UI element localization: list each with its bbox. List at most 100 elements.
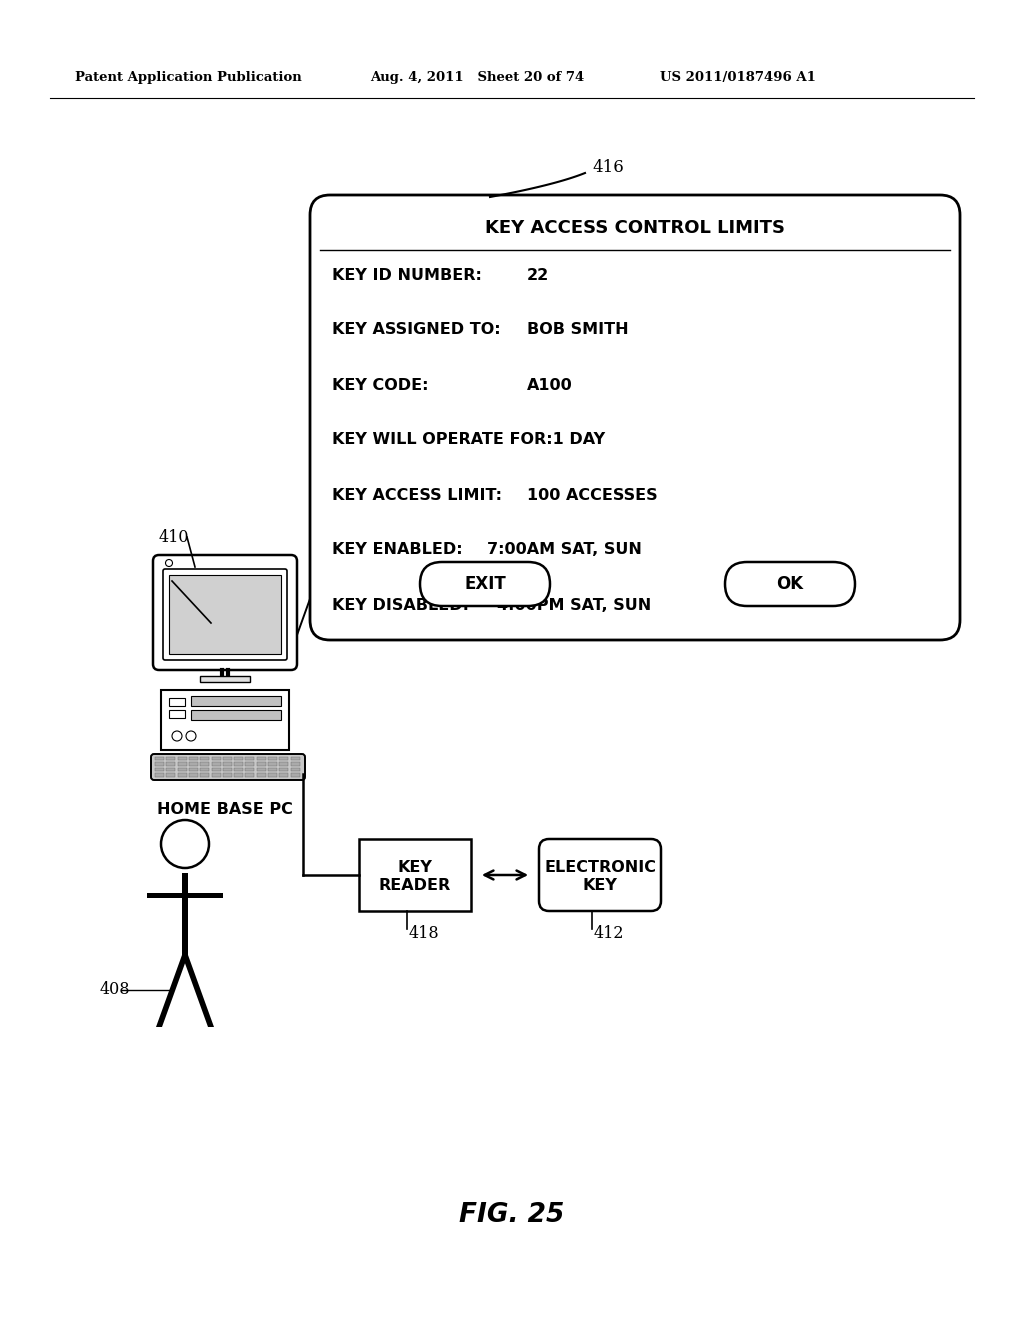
Text: BOB SMITH: BOB SMITH — [527, 322, 629, 338]
FancyBboxPatch shape — [223, 774, 231, 776]
FancyBboxPatch shape — [177, 756, 186, 760]
FancyBboxPatch shape — [257, 762, 265, 766]
FancyBboxPatch shape — [291, 756, 300, 760]
Text: 22: 22 — [527, 268, 549, 282]
FancyBboxPatch shape — [191, 696, 281, 706]
FancyBboxPatch shape — [155, 762, 164, 766]
FancyBboxPatch shape — [177, 767, 186, 771]
FancyBboxPatch shape — [212, 756, 220, 760]
FancyBboxPatch shape — [280, 767, 289, 771]
Text: US 2011/0187496 A1: US 2011/0187496 A1 — [660, 71, 816, 84]
Circle shape — [186, 731, 196, 741]
Text: A100: A100 — [527, 378, 572, 392]
FancyBboxPatch shape — [280, 762, 289, 766]
FancyBboxPatch shape — [257, 774, 265, 776]
Polygon shape — [182, 954, 214, 1027]
FancyBboxPatch shape — [257, 767, 265, 771]
Text: KEY WILL OPERATE FOR:1 DAY: KEY WILL OPERATE FOR:1 DAY — [332, 433, 605, 447]
FancyBboxPatch shape — [191, 710, 281, 719]
Text: READER: READER — [379, 878, 452, 892]
FancyBboxPatch shape — [201, 767, 209, 771]
FancyBboxPatch shape — [188, 774, 198, 776]
FancyBboxPatch shape — [182, 873, 188, 954]
FancyBboxPatch shape — [257, 756, 265, 760]
Circle shape — [161, 820, 209, 869]
FancyBboxPatch shape — [166, 762, 175, 766]
FancyBboxPatch shape — [188, 767, 198, 771]
Text: ELECTRONIC: ELECTRONIC — [544, 861, 656, 875]
FancyBboxPatch shape — [280, 756, 289, 760]
FancyBboxPatch shape — [246, 756, 254, 760]
FancyBboxPatch shape — [234, 762, 243, 766]
FancyBboxPatch shape — [201, 774, 209, 776]
Text: HOME BASE PC: HOME BASE PC — [157, 803, 293, 817]
FancyBboxPatch shape — [268, 774, 278, 776]
FancyBboxPatch shape — [155, 767, 164, 771]
FancyBboxPatch shape — [161, 690, 289, 750]
FancyBboxPatch shape — [420, 562, 550, 606]
FancyBboxPatch shape — [177, 774, 186, 776]
FancyBboxPatch shape — [246, 767, 254, 771]
FancyBboxPatch shape — [539, 840, 662, 911]
Text: KEY ID NUMBER:: KEY ID NUMBER: — [332, 268, 482, 282]
Text: 410: 410 — [159, 528, 189, 545]
Text: 412: 412 — [594, 924, 625, 941]
FancyBboxPatch shape — [155, 756, 164, 760]
FancyBboxPatch shape — [246, 762, 254, 766]
FancyBboxPatch shape — [169, 576, 281, 653]
FancyBboxPatch shape — [201, 756, 209, 760]
FancyBboxPatch shape — [147, 892, 223, 898]
Circle shape — [172, 731, 182, 741]
Text: 418: 418 — [409, 924, 439, 941]
FancyBboxPatch shape — [291, 774, 300, 776]
Text: KEY ACCESS LIMIT:: KEY ACCESS LIMIT: — [332, 487, 502, 503]
FancyBboxPatch shape — [166, 756, 175, 760]
FancyBboxPatch shape — [166, 774, 175, 776]
FancyBboxPatch shape — [234, 756, 243, 760]
FancyBboxPatch shape — [725, 562, 855, 606]
Circle shape — [166, 560, 172, 566]
FancyBboxPatch shape — [234, 767, 243, 771]
FancyBboxPatch shape — [291, 767, 300, 771]
FancyBboxPatch shape — [223, 762, 231, 766]
Text: KEY: KEY — [583, 878, 617, 892]
Text: 416: 416 — [592, 160, 624, 177]
FancyBboxPatch shape — [212, 767, 220, 771]
FancyBboxPatch shape — [153, 554, 297, 671]
FancyBboxPatch shape — [177, 762, 186, 766]
Text: KEY ASSIGNED TO:: KEY ASSIGNED TO: — [332, 322, 501, 338]
FancyBboxPatch shape — [268, 756, 278, 760]
Text: KEY ACCESS CONTROL LIMITS: KEY ACCESS CONTROL LIMITS — [485, 219, 785, 238]
Text: EXIT: EXIT — [464, 576, 506, 593]
Text: KEY ENABLED:: KEY ENABLED: — [332, 543, 463, 557]
Text: 408: 408 — [100, 982, 130, 998]
FancyBboxPatch shape — [155, 774, 164, 776]
FancyBboxPatch shape — [188, 756, 198, 760]
FancyBboxPatch shape — [223, 756, 231, 760]
FancyBboxPatch shape — [169, 698, 185, 706]
FancyBboxPatch shape — [223, 767, 231, 771]
FancyBboxPatch shape — [234, 774, 243, 776]
Text: KEY: KEY — [397, 861, 432, 875]
Text: OK: OK — [776, 576, 804, 593]
FancyBboxPatch shape — [212, 774, 220, 776]
FancyBboxPatch shape — [310, 195, 961, 640]
Text: 4:00PM SAT, SUN: 4:00PM SAT, SUN — [497, 598, 651, 612]
FancyBboxPatch shape — [291, 762, 300, 766]
Text: 100 ACCESSES: 100 ACCESSES — [527, 487, 657, 503]
FancyBboxPatch shape — [268, 762, 278, 766]
Text: Patent Application Publication: Patent Application Publication — [75, 71, 302, 84]
FancyBboxPatch shape — [188, 762, 198, 766]
Text: KEY DISABLED:: KEY DISABLED: — [332, 598, 469, 612]
FancyBboxPatch shape — [163, 569, 287, 660]
FancyBboxPatch shape — [280, 774, 289, 776]
FancyBboxPatch shape — [212, 762, 220, 766]
FancyBboxPatch shape — [200, 676, 250, 682]
FancyBboxPatch shape — [268, 767, 278, 771]
FancyBboxPatch shape — [151, 754, 305, 780]
Polygon shape — [156, 954, 188, 1027]
Text: Aug. 4, 2011   Sheet 20 of 74: Aug. 4, 2011 Sheet 20 of 74 — [370, 71, 585, 84]
Text: 7:00AM SAT, SUN: 7:00AM SAT, SUN — [487, 543, 642, 557]
FancyBboxPatch shape — [201, 762, 209, 766]
FancyBboxPatch shape — [359, 840, 471, 911]
